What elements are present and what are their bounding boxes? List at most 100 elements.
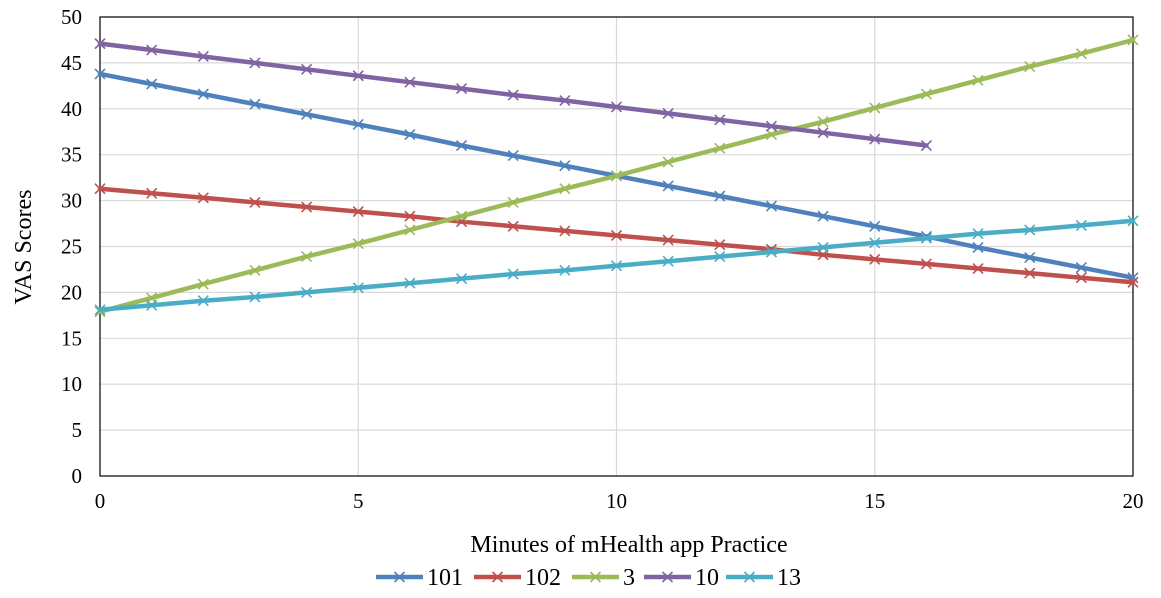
y-tick-label: 45	[61, 51, 82, 75]
data-point	[559, 264, 571, 276]
data-point	[94, 304, 106, 316]
series-10	[94, 38, 932, 152]
data-point	[972, 241, 984, 253]
data-point	[1127, 215, 1139, 227]
data-point	[972, 262, 984, 275]
data-point	[714, 190, 726, 202]
data-point	[662, 107, 674, 119]
data-point	[352, 206, 364, 218]
data-point	[352, 238, 364, 250]
legend-label: 3	[623, 565, 635, 591]
data-point	[146, 78, 158, 90]
series-102	[94, 183, 1139, 288]
data-point	[301, 251, 313, 263]
data-point	[404, 210, 416, 222]
data-point	[197, 192, 209, 204]
tick-labels: 0 5 10 15 20 25 30 35 40 45 50 0 5 10 15 20	[61, 5, 1144, 513]
data-point	[1075, 272, 1087, 284]
data-point	[817, 116, 829, 128]
data-point	[559, 183, 571, 195]
data-point	[1075, 48, 1087, 60]
data-point	[1024, 61, 1036, 73]
data-point	[920, 88, 932, 100]
data-point	[404, 128, 416, 141]
y-tick-label: 25	[61, 235, 82, 259]
data-point	[662, 180, 674, 192]
data-point	[1024, 224, 1036, 236]
data-point	[817, 210, 829, 222]
data-point	[249, 196, 261, 209]
data-point	[1127, 276, 1139, 288]
data-point	[404, 76, 416, 88]
data-point	[507, 268, 519, 280]
data-point	[1024, 251, 1036, 264]
x-tick-label: 20	[1123, 489, 1144, 513]
y-tick-label: 20	[61, 280, 82, 304]
legend-marker	[589, 571, 602, 583]
x-tick-label: 10	[606, 489, 627, 513]
x-tick-label: 15	[864, 489, 885, 513]
data-point	[610, 101, 623, 113]
data-point	[559, 94, 571, 107]
legend-marker	[491, 571, 504, 583]
x-tick-label: 5	[353, 489, 364, 513]
data-point	[455, 210, 468, 222]
legend-label: 10	[695, 565, 719, 591]
data-point	[559, 225, 571, 237]
y-tick-label: 15	[61, 326, 82, 350]
data-point	[662, 234, 674, 246]
data-point	[455, 139, 468, 152]
legend-label: 13	[777, 565, 801, 591]
data-point	[714, 114, 726, 126]
data-point	[869, 102, 881, 114]
data-point	[404, 224, 416, 236]
data-point	[197, 278, 209, 290]
data-point	[610, 229, 623, 242]
data-point	[301, 108, 313, 120]
y-tick-label: 0	[72, 464, 83, 488]
y-tick-label: 40	[61, 97, 82, 121]
data-point	[1024, 267, 1036, 279]
gridlines	[100, 17, 1133, 476]
data-point	[972, 228, 984, 240]
data-point	[197, 295, 209, 307]
plot-area-frame	[99, 16, 1134, 477]
y-tick-label: 10	[61, 372, 82, 396]
data-point	[1127, 34, 1139, 46]
data-point	[94, 68, 106, 80]
data-point	[301, 286, 313, 298]
y-tick-label: 50	[61, 5, 82, 29]
data-point	[352, 70, 364, 82]
x-axis-title: Minutes of mHealth app Practice	[470, 532, 787, 558]
data-point	[869, 133, 881, 145]
data-point	[146, 187, 158, 199]
data-point	[507, 220, 519, 232]
legend: 101 102 3 10 13	[376, 565, 801, 591]
data-point	[352, 118, 364, 130]
data-point	[249, 264, 261, 276]
data-point	[972, 74, 984, 86]
data-point	[920, 232, 932, 244]
data-point	[507, 89, 519, 101]
data-point	[94, 38, 106, 50]
legend-label: 101	[427, 565, 463, 591]
legend-item-13: 13	[726, 565, 801, 591]
data-point	[765, 246, 778, 258]
legend-marker	[393, 571, 406, 583]
series-13	[94, 215, 1139, 316]
data-point	[714, 251, 726, 263]
data-point	[404, 277, 416, 289]
series-layer	[94, 34, 1139, 318]
legend-item-10: 10	[644, 565, 719, 591]
data-point	[765, 128, 778, 141]
data-point	[455, 273, 468, 285]
legend-item-102: 102	[474, 565, 561, 591]
data-point	[714, 239, 726, 251]
data-point	[455, 83, 468, 95]
data-point	[301, 63, 313, 75]
data-point	[817, 127, 829, 139]
data-point	[197, 50, 209, 63]
data-point	[869, 220, 881, 232]
data-point	[920, 139, 932, 152]
